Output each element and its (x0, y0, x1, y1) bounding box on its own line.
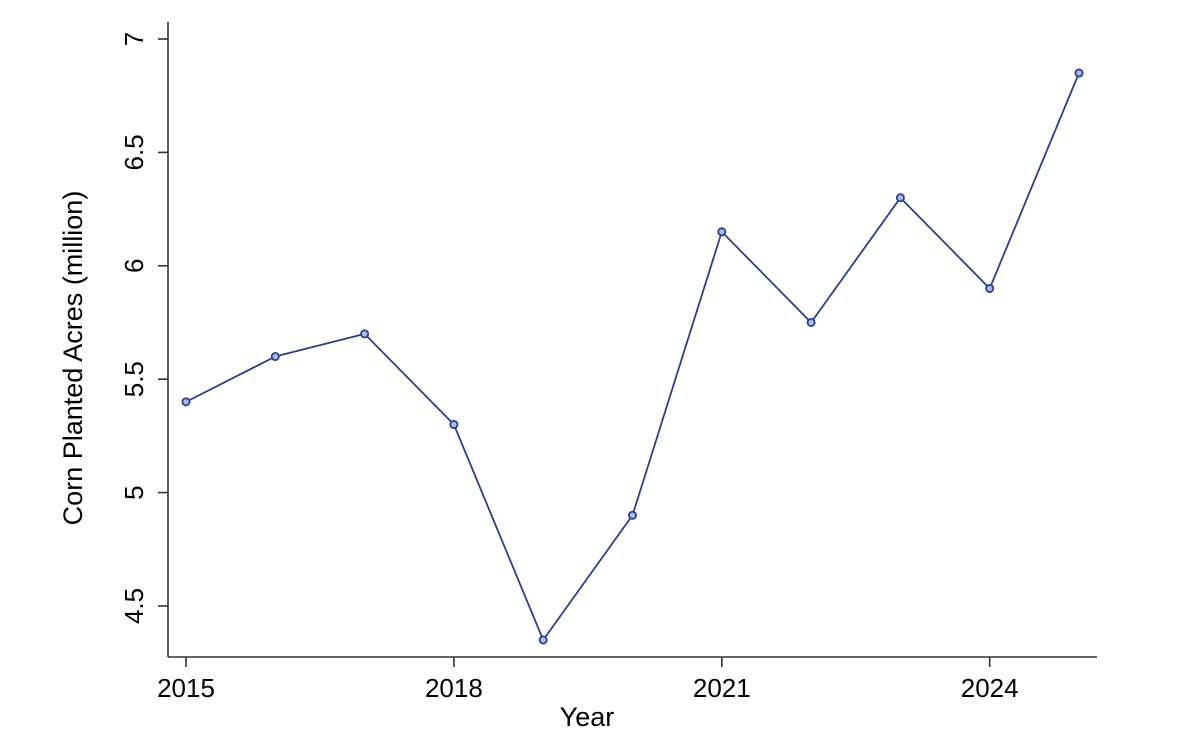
data-point (895, 193, 905, 203)
y-tick-label: 6 (119, 259, 149, 273)
y-tick-label: 7 (119, 32, 149, 46)
data-point (270, 352, 280, 362)
data-point (1074, 68, 1084, 78)
data-point (538, 635, 548, 645)
series-line (185, 72, 1080, 642)
x-tick-label: 2021 (693, 673, 751, 703)
data-point (181, 397, 191, 407)
x-tick-label: 2018 (425, 673, 483, 703)
y-tick-label: 5 (119, 485, 149, 499)
y-tick-label: 4.5 (119, 588, 149, 624)
y-axis-ticks: 4.5 5 5.5 6 6.5 7 (119, 32, 168, 624)
axes (167, 22, 1097, 658)
data-point (360, 329, 370, 339)
data-point (806, 317, 816, 327)
y-tick-label: 5.5 (119, 361, 149, 397)
data-point (449, 420, 459, 430)
y-axis-title: Corn Planted Acres (million) (58, 191, 88, 526)
x-axis-title: Year (560, 702, 615, 732)
y-tick-label: 6.5 (119, 134, 149, 170)
x-tick-label: 2015 (157, 673, 215, 703)
data-point (717, 227, 727, 237)
x-tick-label: 2024 (961, 673, 1019, 703)
data-point (628, 510, 638, 520)
data-point (985, 283, 995, 293)
series (181, 68, 1084, 645)
x-axis-ticks: 2015 2018 2021 2024 (157, 657, 1019, 703)
